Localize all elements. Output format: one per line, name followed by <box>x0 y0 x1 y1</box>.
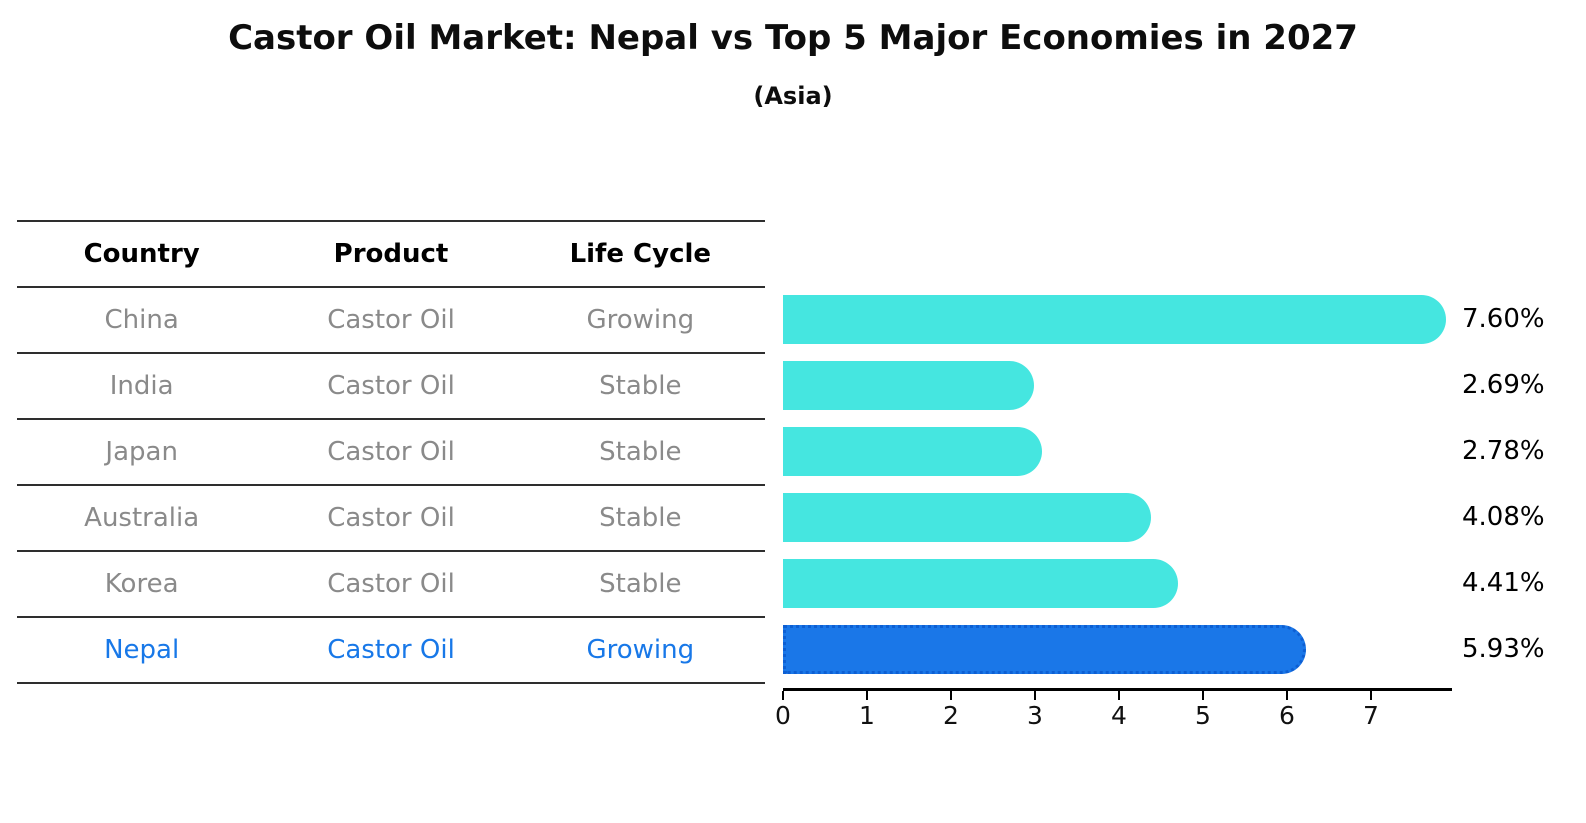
bar-japan <box>783 426 1042 476</box>
value-label-nepal: 5.93% <box>1462 634 1545 664</box>
x-tick <box>1370 691 1372 700</box>
x-tick <box>782 691 784 700</box>
x-tick <box>1034 691 1036 700</box>
x-axis-line <box>783 688 1452 691</box>
bar-row <box>783 418 1483 484</box>
country-table: Country Product Life Cycle China Castor O… <box>17 220 765 684</box>
x-tick-label: 7 <box>1363 701 1379 730</box>
cell-life-cycle: Growing <box>586 305 695 335</box>
bar-korea <box>783 558 1178 608</box>
bar-row <box>783 616 1483 682</box>
cell-country: Korea <box>104 569 179 599</box>
cell-product: Castor Oil <box>327 503 455 533</box>
value-label-australia: 4.08% <box>1462 502 1545 532</box>
bar-row <box>783 484 1483 550</box>
x-tick-label: 3 <box>1027 701 1043 730</box>
cell-product: Castor Oil <box>327 305 455 335</box>
cell-country: Japan <box>105 437 178 467</box>
table-row-australia: Australia Castor Oil Stable <box>17 484 765 550</box>
col-header-product: Product <box>333 239 449 269</box>
x-tick-label: 0 <box>775 701 791 730</box>
table-header-row: Country Product Life Cycle <box>17 220 765 286</box>
col-header-lifecycle: Life Cycle <box>569 239 712 269</box>
x-tick <box>1286 691 1288 700</box>
x-tick-label: 5 <box>1195 701 1211 730</box>
col-header-country: Country <box>83 239 200 269</box>
cell-life-cycle: Stable <box>599 437 682 467</box>
cell-product: Castor Oil <box>327 569 455 599</box>
cell-country: China <box>104 305 179 335</box>
x-tick-label: 2 <box>943 701 959 730</box>
cell-product: Castor Oil <box>327 371 455 401</box>
bar-australia <box>783 492 1151 542</box>
table-row-india: India Castor Oil Stable <box>17 352 765 418</box>
bar-nepal <box>783 624 1306 674</box>
cell-life-cycle: Stable <box>599 503 682 533</box>
x-tick-label: 6 <box>1279 701 1295 730</box>
table-row-korea: Korea Castor Oil Stable <box>17 550 765 616</box>
cell-life-cycle: Growing <box>586 635 695 665</box>
table-body: China Castor Oil Growing India Castor Oil Sta… <box>17 286 765 682</box>
value-label-korea: 4.41% <box>1462 568 1545 598</box>
value-label-india: 2.69% <box>1462 370 1545 400</box>
bar-chart-plot-area <box>783 286 1483 682</box>
cell-product: Castor Oil <box>327 437 455 467</box>
cell-country: Nepal <box>104 635 180 665</box>
chart-title: Castor Oil Market: Nepal vs Top 5 Major … <box>228 18 1358 58</box>
value-label-japan: 2.78% <box>1462 436 1545 466</box>
cell-country: Australia <box>84 503 200 533</box>
x-tick-label: 1 <box>859 701 875 730</box>
bar-china <box>783 294 1446 344</box>
x-tick <box>1202 691 1204 700</box>
x-tick <box>950 691 952 700</box>
bar-row <box>783 352 1483 418</box>
x-tick-label: 4 <box>1111 701 1127 730</box>
cell-product: Castor Oil <box>327 635 455 665</box>
table-row-japan: Japan Castor Oil Stable <box>17 418 765 484</box>
x-tick <box>866 691 868 700</box>
bar-row <box>783 286 1483 352</box>
cell-country: India <box>109 371 174 401</box>
cell-life-cycle: Stable <box>599 371 682 401</box>
bar-india <box>783 360 1034 410</box>
table-row-china: China Castor Oil Growing <box>17 286 765 352</box>
x-tick <box>1118 691 1120 700</box>
chart-subtitle: (Asia) <box>753 82 833 110</box>
bar-row <box>783 550 1483 616</box>
table-row-nepal: Nepal Castor Oil Growing <box>17 616 765 682</box>
cell-life-cycle: Stable <box>599 569 682 599</box>
value-label-china: 7.60% <box>1462 304 1545 334</box>
